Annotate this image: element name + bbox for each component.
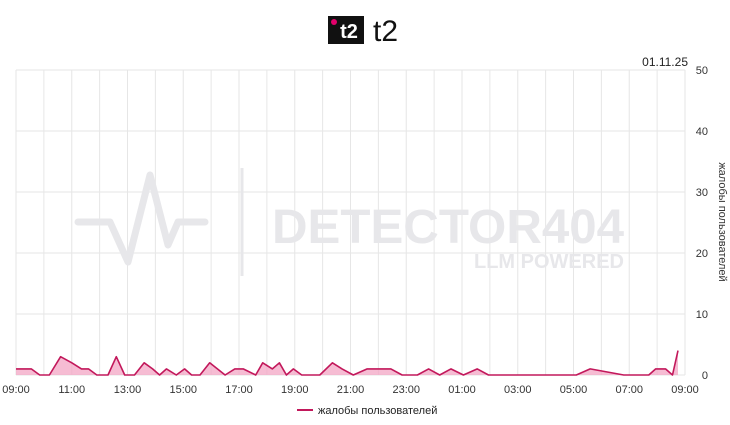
y-tick-label: 0 — [702, 370, 708, 382]
brand-logo-text: t2 — [340, 21, 358, 43]
brand-logo-dot-icon — [331, 19, 337, 25]
x-tick-label: 01:00 — [448, 384, 476, 396]
x-tick-label: 11:00 — [58, 384, 85, 396]
x-tick-label: 05:00 — [560, 384, 588, 396]
y-tick-label: 30 — [696, 187, 708, 199]
x-tick-label: 23:00 — [392, 384, 420, 396]
legend-label: жалобы пользователей — [318, 405, 437, 417]
series-layer — [15, 350, 679, 376]
y-tick-label: 40 — [696, 126, 708, 138]
x-tick-label: 09:00 — [671, 384, 699, 396]
y-tick-label: 10 — [696, 309, 708, 321]
x-tick-label: 13:00 — [114, 384, 142, 396]
y-tick-label: 20 — [696, 248, 708, 260]
legend: жалобы пользователей — [297, 405, 437, 417]
x-tick-label: 19:00 — [281, 384, 309, 396]
x-tick-label: 15:00 — [169, 384, 197, 396]
series-area — [16, 350, 678, 375]
watermark-subtitle: LLM POWERED — [474, 251, 624, 273]
y-axis-label: жалобы пользователей — [716, 162, 728, 281]
watermark-title: DETECTOR404 — [272, 201, 624, 254]
brand-name: t2 — [373, 15, 398, 48]
x-tick-label: 21:00 — [337, 384, 365, 396]
date-label: 01.11.25 — [642, 55, 688, 69]
x-axis-ticks: 09:00 11:00 13:00 15:00 17:00 19:00 21:00 23:00… — [2, 384, 699, 396]
y-axis-ticks: 0 10 20 30 40 50 — [696, 65, 708, 382]
y-tick-label: 50 — [696, 65, 708, 77]
x-tick-label: 03:00 — [504, 384, 532, 396]
watermark: DETECTOR404 LLM POWERED — [74, 168, 624, 276]
x-tick-label: 07:00 — [615, 384, 643, 396]
watermark-pulse-icon — [74, 171, 209, 266]
x-tick-label: 17:00 — [225, 384, 253, 396]
brand-header: t2 t2 — [328, 15, 398, 48]
x-tick-label: 09:00 — [2, 384, 30, 396]
